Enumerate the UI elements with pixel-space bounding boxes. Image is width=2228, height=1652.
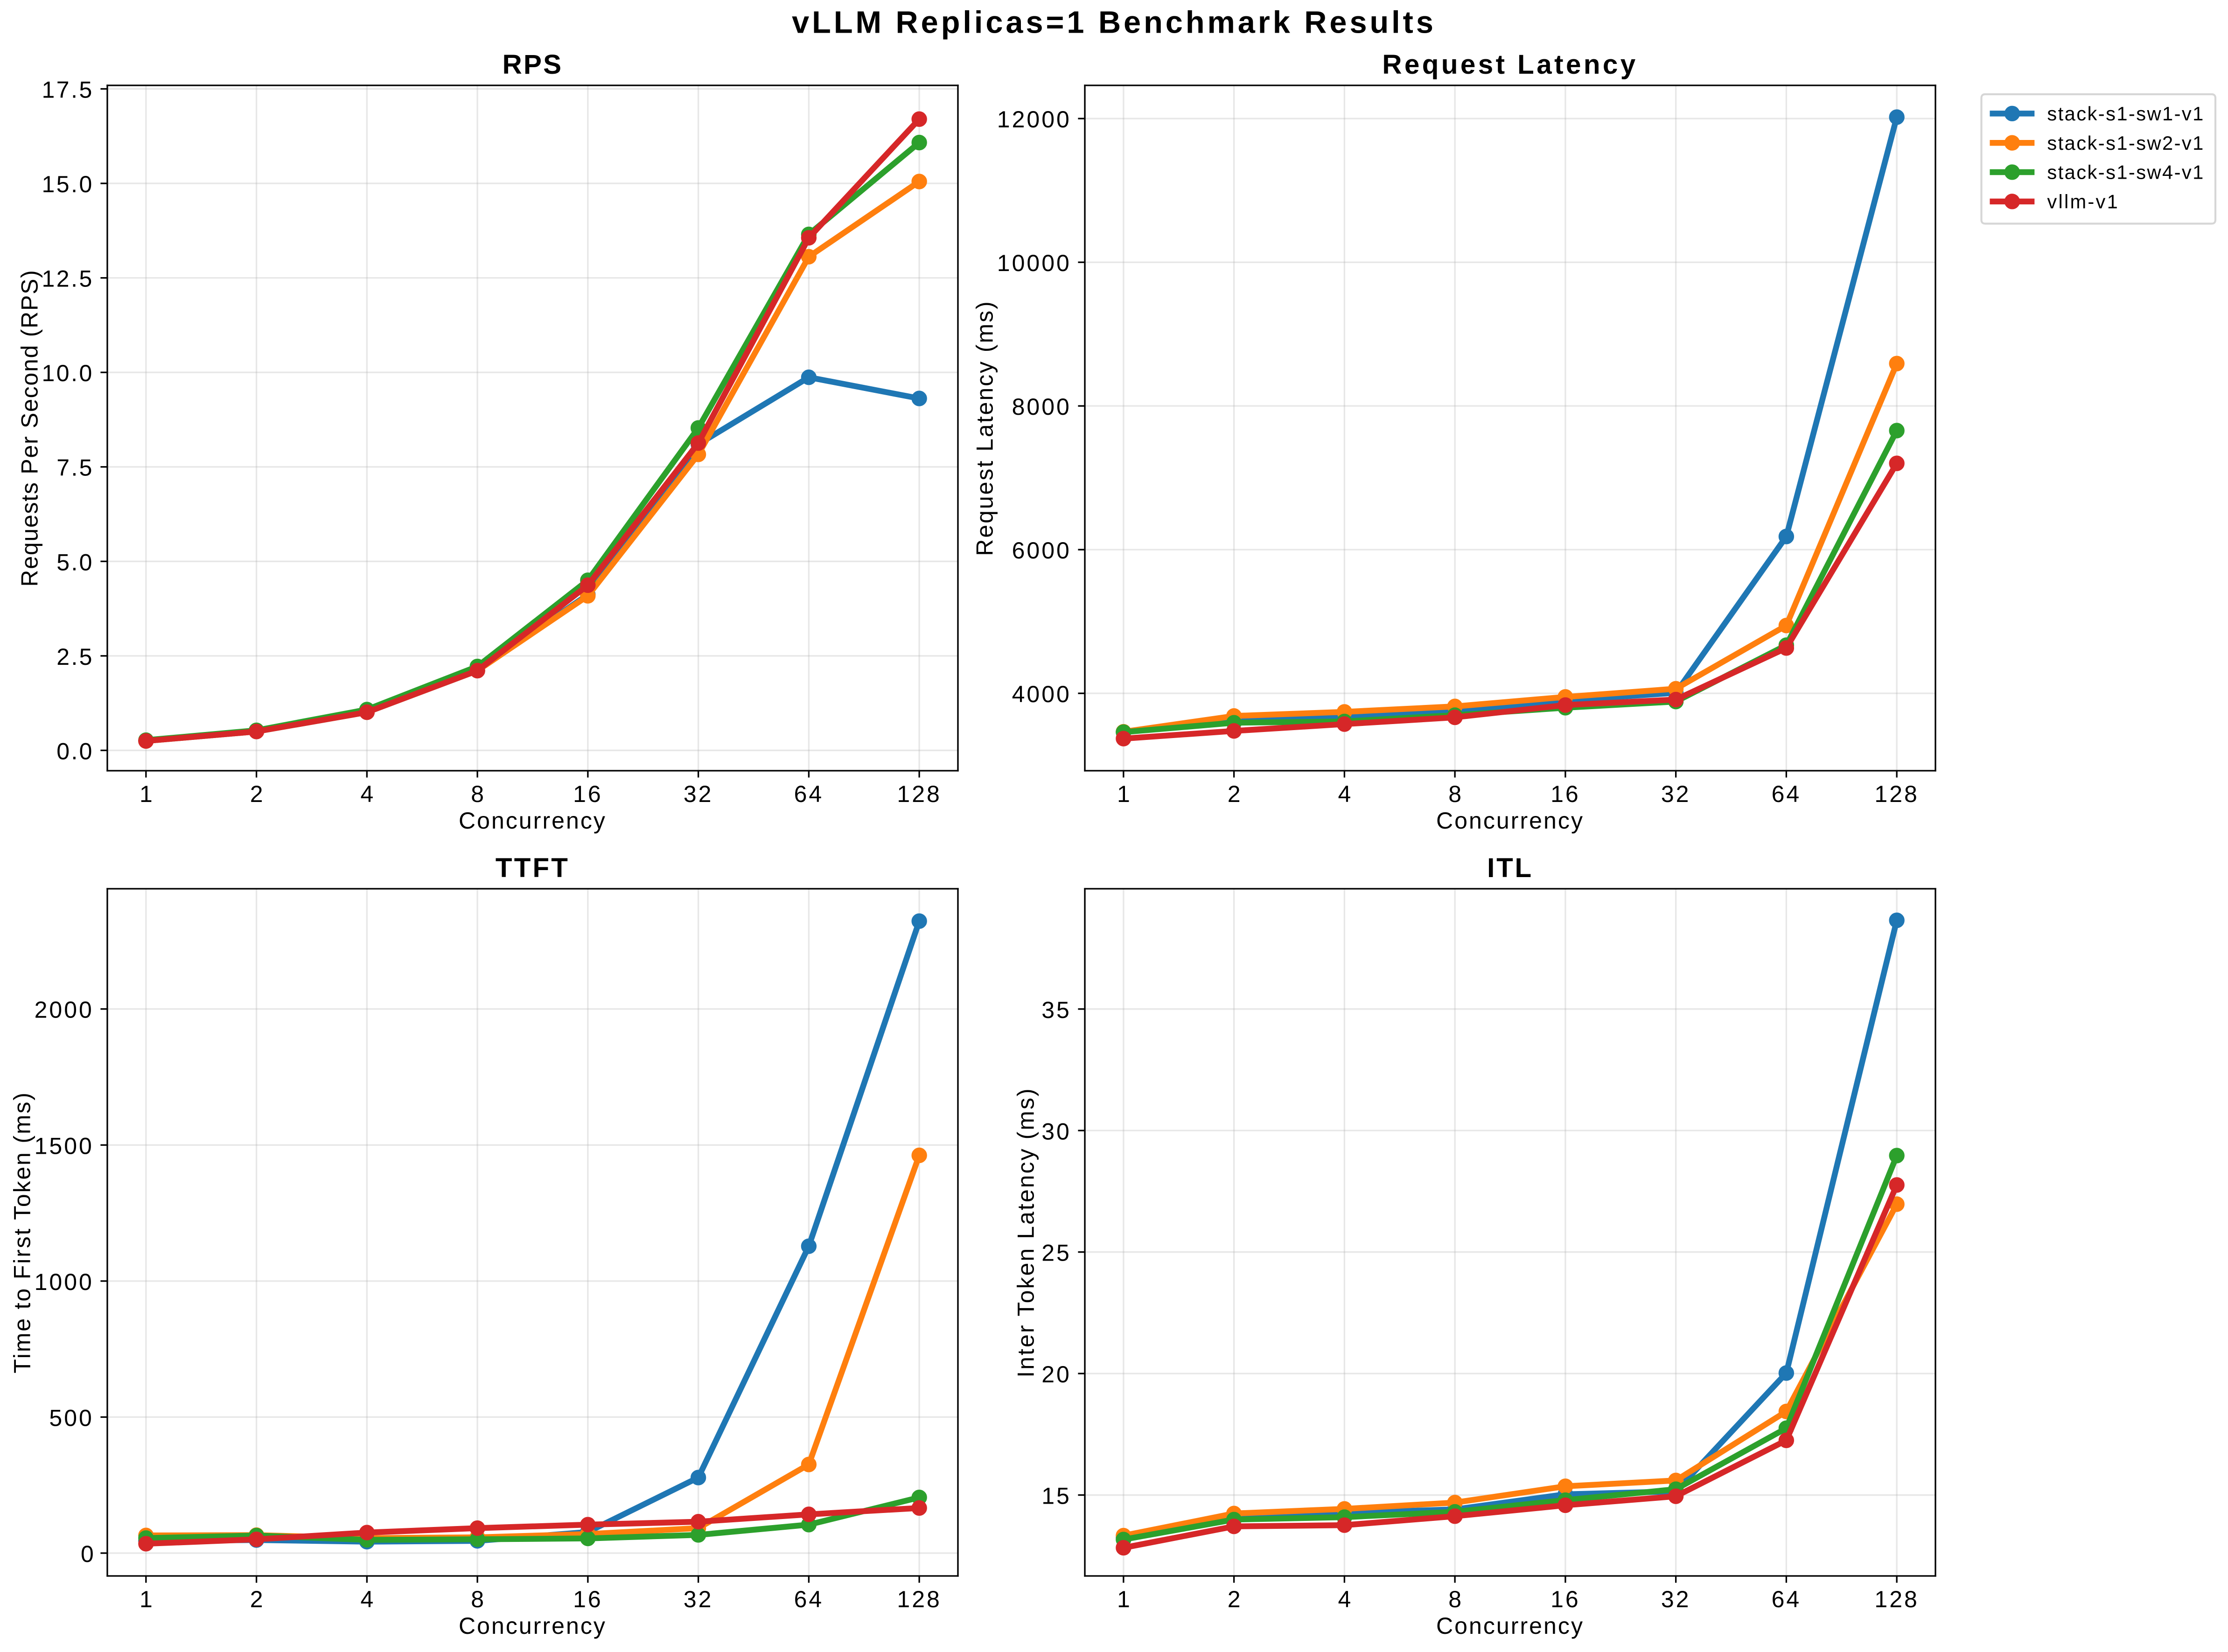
svg-text:32: 32 <box>1661 1586 1691 1612</box>
svg-text:35: 35 <box>1041 997 1071 1023</box>
svg-text:8: 8 <box>471 1586 484 1612</box>
svg-text:20: 20 <box>1041 1361 1071 1387</box>
svg-text:30: 30 <box>1041 1118 1071 1144</box>
svg-text:0: 0 <box>81 1541 94 1567</box>
svg-text:500: 500 <box>49 1405 93 1431</box>
svg-text:Concurrency: Concurrency <box>459 808 607 834</box>
svg-text:1000: 1000 <box>35 1269 94 1295</box>
svg-text:10000: 10000 <box>997 250 1071 276</box>
svg-text:128: 128 <box>897 781 941 807</box>
svg-text:64: 64 <box>794 781 824 807</box>
svg-text:32: 32 <box>684 1586 713 1612</box>
svg-text:Time to First Token (ms): Time to First Token (ms) <box>9 1091 35 1373</box>
svg-text:2: 2 <box>250 1586 263 1612</box>
svg-text:stack-s1-sw1-v1: stack-s1-sw1-v1 <box>2047 103 2204 125</box>
svg-text:4: 4 <box>1338 1586 1351 1612</box>
svg-text:15.0: 15.0 <box>42 171 93 197</box>
svg-text:12.5: 12.5 <box>42 266 93 292</box>
svg-text:RPS: RPS <box>503 49 563 80</box>
svg-text:Concurrency: Concurrency <box>1436 808 1584 834</box>
svg-text:17.5: 17.5 <box>42 77 93 103</box>
svg-text:Concurrency: Concurrency <box>1436 1613 1584 1639</box>
svg-text:8: 8 <box>1448 1586 1461 1612</box>
svg-text:12000: 12000 <box>997 106 1071 132</box>
svg-text:32: 32 <box>1661 781 1691 807</box>
svg-text:ITL: ITL <box>1487 853 1533 883</box>
svg-text:16: 16 <box>573 781 603 807</box>
svg-text:vLLM Replicas=1 Benchmark Resu: vLLM Replicas=1 Benchmark Results <box>792 6 1436 40</box>
svg-text:2: 2 <box>1228 781 1241 807</box>
svg-text:128: 128 <box>1874 1586 1919 1612</box>
svg-text:32: 32 <box>684 781 713 807</box>
svg-text:25: 25 <box>1041 1240 1071 1266</box>
svg-text:8: 8 <box>471 781 484 807</box>
svg-text:2.5: 2.5 <box>56 644 94 670</box>
svg-text:4: 4 <box>360 781 373 807</box>
svg-text:stack-s1-sw4-v1: stack-s1-sw4-v1 <box>2047 161 2204 183</box>
svg-text:TTFT: TTFT <box>496 853 570 883</box>
svg-text:1: 1 <box>1117 781 1130 807</box>
svg-text:128: 128 <box>897 1586 941 1612</box>
svg-text:4: 4 <box>1338 781 1351 807</box>
svg-text:2: 2 <box>250 781 263 807</box>
svg-text:8000: 8000 <box>1012 394 1071 420</box>
svg-text:stack-s1-sw2-v1: stack-s1-sw2-v1 <box>2047 132 2204 154</box>
svg-text:Request Latency: Request Latency <box>1382 49 1638 80</box>
svg-text:Concurrency: Concurrency <box>459 1613 607 1639</box>
svg-text:vllm-v1: vllm-v1 <box>2047 190 2119 212</box>
svg-text:2: 2 <box>1228 1586 1241 1612</box>
svg-text:Inter Token Latency (ms): Inter Token Latency (ms) <box>1013 1087 1039 1378</box>
svg-text:6000: 6000 <box>1012 537 1071 564</box>
svg-text:4000: 4000 <box>1012 681 1071 707</box>
svg-text:1: 1 <box>140 781 153 807</box>
svg-text:0.0: 0.0 <box>56 738 94 764</box>
svg-text:1: 1 <box>140 1586 153 1612</box>
svg-text:16: 16 <box>573 1586 603 1612</box>
svg-text:2000: 2000 <box>35 997 94 1023</box>
svg-text:64: 64 <box>794 1586 824 1612</box>
svg-text:128: 128 <box>1874 781 1919 807</box>
svg-text:64: 64 <box>1772 1586 1802 1612</box>
svg-text:7.5: 7.5 <box>56 455 94 481</box>
svg-text:4: 4 <box>360 1586 373 1612</box>
svg-text:10.0: 10.0 <box>42 360 93 386</box>
svg-text:1: 1 <box>1117 1586 1130 1612</box>
svg-text:Requests Per Second (RPS): Requests Per Second (RPS) <box>16 269 42 586</box>
svg-text:Request Latency (ms): Request Latency (ms) <box>972 300 998 556</box>
svg-text:16: 16 <box>1551 1586 1580 1612</box>
svg-text:1500: 1500 <box>35 1133 94 1159</box>
svg-text:8: 8 <box>1448 781 1461 807</box>
svg-text:15: 15 <box>1041 1483 1071 1509</box>
svg-text:64: 64 <box>1772 781 1802 807</box>
svg-text:16: 16 <box>1551 781 1580 807</box>
svg-text:5.0: 5.0 <box>56 549 94 575</box>
